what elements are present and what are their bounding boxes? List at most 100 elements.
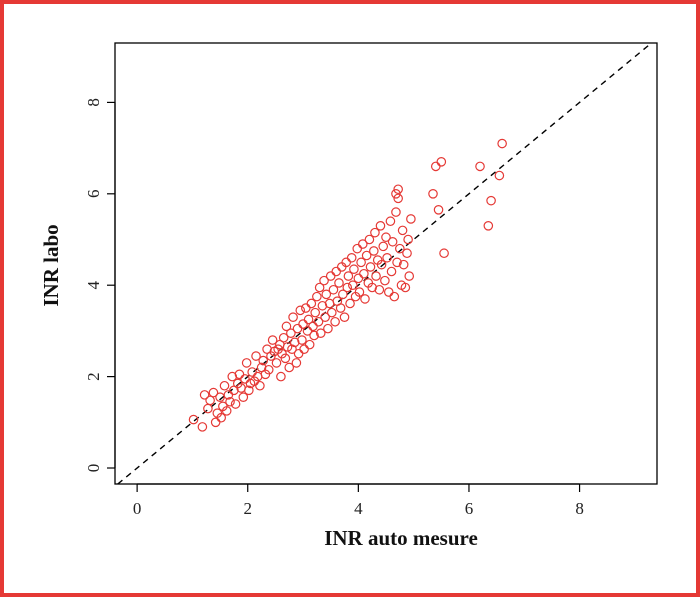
data-point <box>303 314 314 325</box>
data-point <box>321 289 332 300</box>
x-tick-label: 6 <box>465 499 474 518</box>
data-point <box>221 406 232 416</box>
data-point <box>339 312 350 322</box>
data-point <box>286 328 296 338</box>
data-point <box>395 243 405 254</box>
data-point <box>348 280 358 291</box>
data-point <box>203 403 213 414</box>
data-point <box>403 234 413 245</box>
data-point <box>227 371 238 382</box>
y-axis: 0 2 4 6 8 <box>84 98 116 473</box>
data-point <box>331 266 342 277</box>
data-point <box>359 268 369 279</box>
data-point <box>319 275 329 286</box>
x-tick-label: 8 <box>575 499 584 518</box>
data-point <box>393 193 403 204</box>
data-point <box>301 303 311 313</box>
data-point <box>360 294 370 304</box>
data-point <box>199 390 210 400</box>
data-point <box>406 214 416 224</box>
data-point <box>371 271 381 281</box>
data-point <box>324 298 335 309</box>
data-point <box>308 321 318 332</box>
data-point <box>304 339 315 350</box>
data-point <box>365 262 376 272</box>
data-point <box>278 332 289 343</box>
data-point <box>312 291 322 302</box>
data-point <box>391 207 401 217</box>
x-tick-label: 4 <box>354 499 363 518</box>
data-point <box>400 282 411 293</box>
data-point <box>315 328 326 338</box>
data-point <box>436 157 447 167</box>
data-point <box>383 287 394 297</box>
x-tick-label: 0 <box>133 499 142 518</box>
data-point <box>356 257 366 268</box>
data-point <box>234 369 245 380</box>
data-point <box>330 316 340 327</box>
data-point <box>433 205 444 215</box>
data-point <box>430 161 441 172</box>
data-point <box>241 358 252 368</box>
reference-line-layer <box>117 42 652 485</box>
data-point <box>389 291 400 302</box>
data-point <box>320 312 330 322</box>
data-point <box>397 225 408 236</box>
data-point <box>263 364 274 375</box>
data-point <box>381 232 391 243</box>
data-point <box>280 353 291 364</box>
data-point <box>385 216 396 227</box>
data-point <box>387 236 398 247</box>
data-point <box>386 266 397 277</box>
data-point <box>392 257 402 268</box>
x-tick-label: 2 <box>243 499 252 518</box>
data-point <box>281 321 292 332</box>
data-point <box>404 271 415 281</box>
x-axis: 0 2 4 6 8 <box>133 483 584 518</box>
data-point <box>382 252 392 263</box>
data-point <box>289 337 300 348</box>
data-point <box>210 417 221 428</box>
data-point <box>317 300 328 311</box>
y-tick-label: 4 <box>84 280 103 289</box>
data-point <box>251 351 261 361</box>
data-point <box>292 323 303 334</box>
y-tick-label: 6 <box>84 190 103 199</box>
data-point <box>258 355 269 366</box>
data-point <box>297 335 307 345</box>
data-point <box>267 335 278 345</box>
data-point <box>276 371 286 382</box>
data-point <box>494 170 505 181</box>
data-point <box>188 414 199 425</box>
data-point <box>369 246 379 256</box>
data-point <box>291 358 302 368</box>
data-point <box>225 396 235 407</box>
data-point <box>313 316 324 327</box>
data-point <box>205 395 215 406</box>
data-point <box>299 344 309 354</box>
data-point <box>219 380 230 391</box>
data-point <box>295 305 306 316</box>
data-point <box>483 220 494 231</box>
y-tick-label: 0 <box>84 464 103 473</box>
data-point <box>378 241 389 252</box>
data-point <box>349 264 359 275</box>
data-point <box>238 392 249 402</box>
data-point <box>288 312 298 322</box>
data-point <box>380 275 390 286</box>
data-point <box>244 385 254 396</box>
data-point <box>293 348 304 359</box>
data-point <box>284 362 295 373</box>
y-tick-label: 8 <box>84 98 103 107</box>
data-point <box>346 252 357 263</box>
points-layer <box>188 138 507 432</box>
data-point <box>325 271 336 281</box>
y-axis-title: INR labo <box>39 224 63 306</box>
data-point <box>374 284 385 295</box>
identity-reference-line <box>117 42 652 485</box>
data-point <box>197 422 208 432</box>
data-point <box>391 189 401 199</box>
data-point <box>375 220 386 231</box>
